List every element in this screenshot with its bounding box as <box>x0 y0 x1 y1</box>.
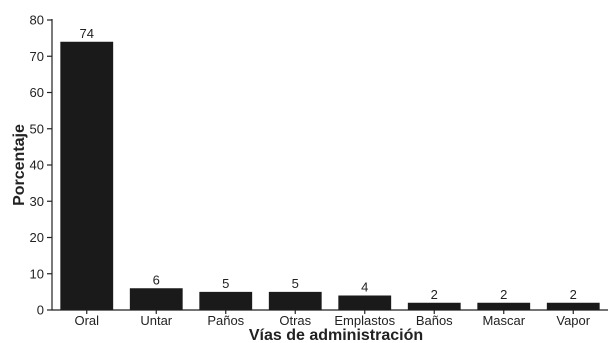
data-label: 2 <box>431 287 438 302</box>
y-tick-label: 10 <box>30 266 44 281</box>
category-label: Mascar <box>482 313 525 328</box>
category-label: Baños <box>416 313 453 328</box>
bar <box>338 295 392 310</box>
data-label: 6 <box>153 272 160 287</box>
bar <box>268 291 322 310</box>
y-axis: 0 10 20 30 40 50 60 70 80 <box>30 13 53 318</box>
bar <box>199 291 253 310</box>
bar <box>477 302 531 310</box>
category-labels: Oral Untar Paños Otras Emplastos Baños Mascar V… <box>74 313 590 328</box>
data-label: 2 <box>570 287 577 302</box>
y-tick-label: 50 <box>30 121 44 136</box>
bar <box>60 41 114 310</box>
y-axis-title: Porcentaje <box>11 124 28 206</box>
bar <box>546 302 600 310</box>
data-label: 2 <box>500 287 507 302</box>
data-label: 5 <box>292 276 299 291</box>
data-labels: 74 6 5 5 4 2 2 2 <box>80 26 577 302</box>
y-tick-label: 20 <box>30 230 44 245</box>
bars <box>60 41 600 310</box>
y-tick-label: 60 <box>30 85 44 100</box>
category-label: Otras <box>279 313 311 328</box>
category-label: Vapor <box>556 313 590 328</box>
category-label: Oral <box>74 313 99 328</box>
category-label: Paños <box>207 313 244 328</box>
data-label: 74 <box>80 26 94 41</box>
data-label: 4 <box>361 280 368 295</box>
bar <box>407 302 461 310</box>
bar <box>129 288 183 310</box>
y-tick-label: 70 <box>30 49 44 64</box>
category-label: Emplastos <box>334 313 395 328</box>
category-label: Untar <box>140 313 172 328</box>
y-tick-label: 0 <box>37 303 44 318</box>
y-tick-label: 30 <box>30 194 44 209</box>
y-tick-label: 80 <box>30 13 44 28</box>
data-label: 5 <box>222 276 229 291</box>
y-tick-label: 40 <box>30 158 44 173</box>
x-axis-title: Vías de administración <box>249 327 423 343</box>
